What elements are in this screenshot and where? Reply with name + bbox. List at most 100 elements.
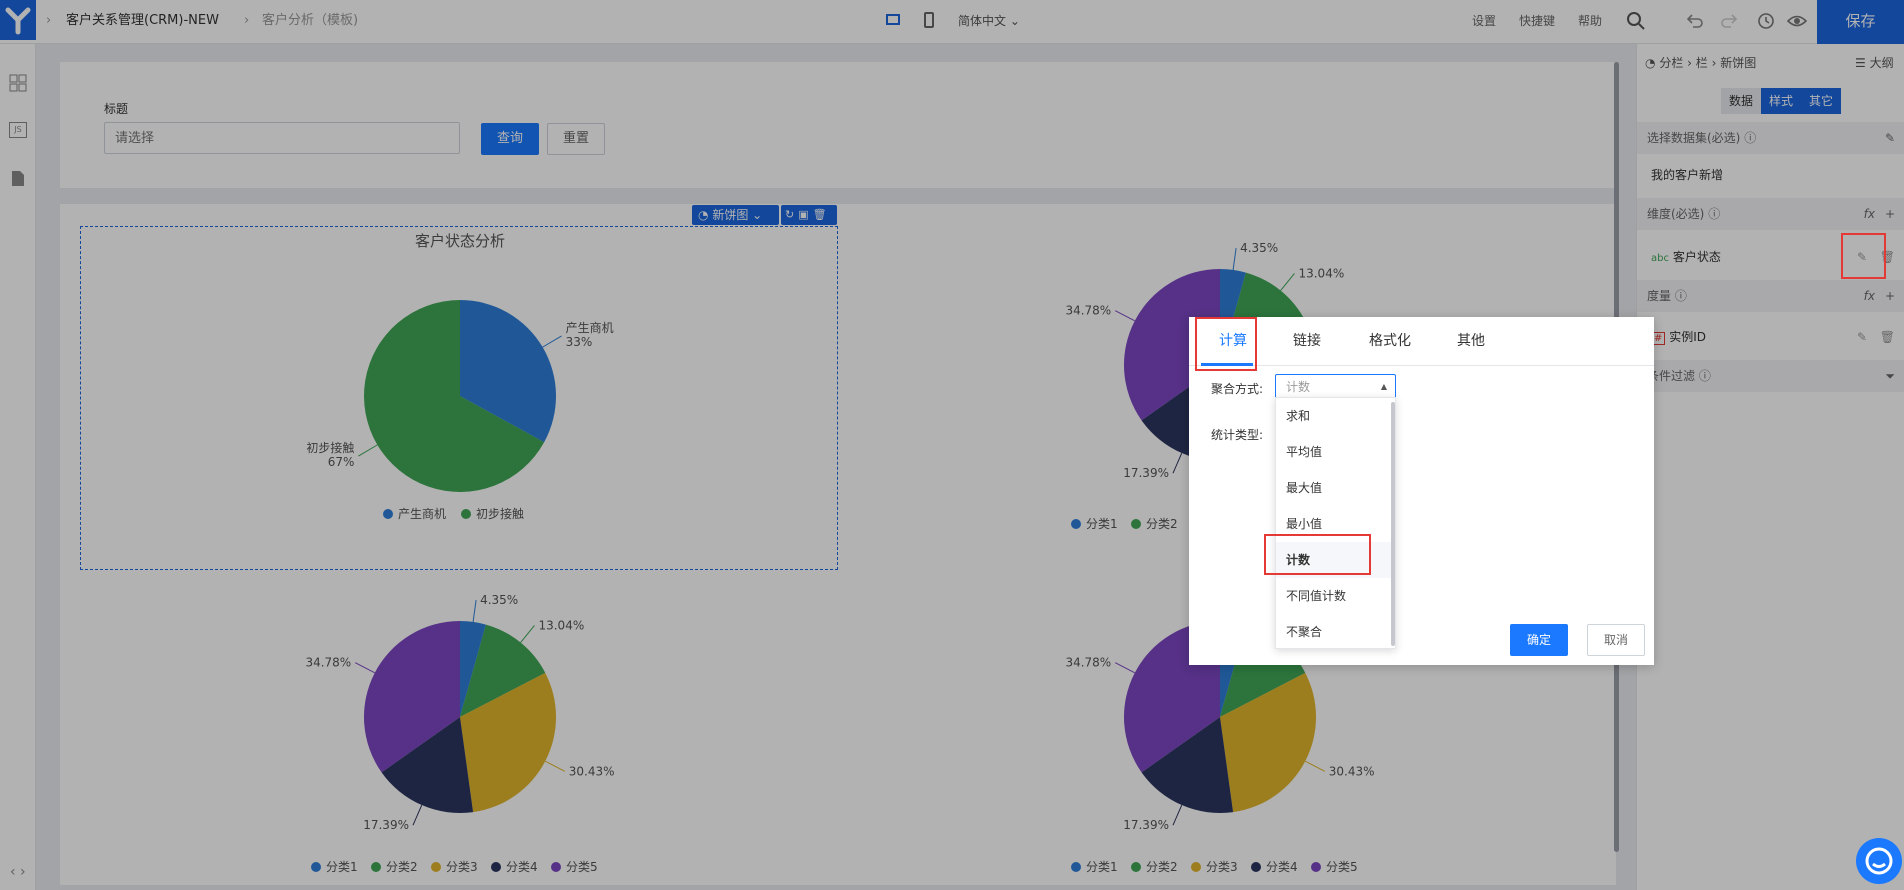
slice-label-leader — [412, 804, 423, 826]
slice-category-label: 产生商机 — [566, 320, 614, 335]
legend-label[interactable]: 产生商机 — [398, 506, 446, 521]
page-file-icon[interactable] — [11, 170, 25, 191]
cancel-button[interactable]: 取消 — [1587, 624, 1645, 656]
legend-label[interactable]: 分类4 — [506, 860, 538, 874]
dataset-value[interactable]: 我的客户新增 — [1651, 168, 1724, 182]
option-average[interactable]: 平均值 — [1286, 445, 1323, 459]
option-distinct-count[interactable]: 不同值计数 — [1286, 589, 1347, 603]
history-icon[interactable] — [1757, 12, 1775, 34]
language-select[interactable]: 简体中文 ⌄ — [958, 14, 1020, 28]
delete-field-icon[interactable]: 🗑 — [1879, 330, 1895, 344]
help-link[interactable]: 帮助 — [1578, 14, 1603, 28]
field-settings-dialog: 计算 链接 格式化 其他 聚合方式: 计数 ▲ 统计类型: 确定 取消 — [1189, 317, 1654, 665]
reset-button[interactable]: 重置 — [547, 123, 605, 155]
add-icon[interactable]: + — [1884, 207, 1895, 221]
tab-calculation[interactable]: 计算 — [1219, 333, 1247, 349]
add-icon[interactable]: + — [1884, 289, 1895, 303]
confirm-button[interactable]: 确定 — [1510, 624, 1568, 656]
edit-field-icon[interactable]: ✎ — [1856, 330, 1867, 344]
legend-label[interactable]: 分类2 — [1146, 517, 1178, 531]
breadcrumb-item[interactable]: 栏 — [1695, 56, 1708, 70]
copy-icon[interactable]: ▣ — [798, 208, 813, 221]
tab-other[interactable]: 其他 — [1457, 333, 1485, 349]
option-max[interactable]: 最大值 — [1286, 481, 1323, 495]
chat-assistant-icon[interactable] — [1856, 838, 1902, 884]
option-sum[interactable]: 求和 — [1286, 409, 1311, 423]
app-logo[interactable] — [0, 0, 36, 40]
breadcrumb-item[interactable]: 分栏 — [1659, 56, 1684, 70]
legend-label[interactable]: 分类1 — [1086, 860, 1118, 874]
option-no-aggregation[interactable]: 不聚合 — [1286, 625, 1323, 639]
dataset-section-header: 选择数据集(必选) ⓘ ✎ — [1637, 122, 1904, 154]
save-button[interactable]: 保存 — [1817, 0, 1904, 44]
legend-label[interactable]: 分类2 — [386, 860, 418, 874]
shortcuts-link[interactable]: 快捷键 — [1519, 14, 1556, 28]
option-count[interactable]: 计数 — [1276, 542, 1391, 578]
fx-icon[interactable]: fx — [1863, 289, 1875, 303]
legend-label[interactable]: 分类5 — [1326, 860, 1358, 874]
legend-label[interactable]: 分类1 — [326, 860, 358, 874]
pie-slice[interactable] — [364, 621, 460, 773]
pie-slice[interactable] — [1124, 269, 1220, 421]
preview-eye-icon[interactable] — [1786, 12, 1808, 34]
collapse-code-icon[interactable]: ‹ › — [10, 864, 26, 880]
tab-style[interactable]: 样式 — [1761, 88, 1801, 114]
chart-title: 客户状态分析 — [415, 232, 505, 250]
tab-link[interactable]: 链接 — [1293, 333, 1321, 349]
dimension-field[interactable]: abc 客户状态 ✎ 🗑 — [1637, 236, 1904, 278]
selected-chart-outline[interactable] — [80, 226, 838, 570]
title-select-input[interactable] — [104, 122, 460, 154]
js-code-icon[interactable]: JS — [9, 122, 27, 138]
legend-label[interactable]: 分类4 — [1266, 860, 1298, 874]
breadcrumb-app[interactable]: 客户关系管理(CRM)-NEW — [66, 13, 219, 28]
mobile-view-icon[interactable] — [924, 12, 934, 28]
pie-slice[interactable] — [460, 672, 556, 813]
legend-marker — [1071, 519, 1081, 529]
pie-slice[interactable] — [460, 300, 556, 443]
legend-label[interactable]: 分类3 — [1206, 860, 1238, 874]
help-icon: ⓘ — [1698, 369, 1711, 383]
tab-other[interactable]: 其它 — [1801, 88, 1841, 114]
filter-label: 标题 — [104, 102, 129, 116]
pie-slice[interactable] — [1141, 717, 1234, 813]
slice-category-label: 初步接触 — [306, 440, 354, 455]
pie-slice[interactable] — [460, 624, 546, 717]
legend-label[interactable]: 分类5 — [566, 860, 598, 874]
tab-format[interactable]: 格式化 — [1369, 333, 1411, 349]
calc-tab-highlight-box — [1195, 317, 1257, 371]
pie-slice[interactable] — [1220, 672, 1316, 813]
dropdown-scrollbar[interactable] — [1391, 402, 1395, 646]
slice-label-leader — [542, 335, 562, 348]
pie-slice[interactable] — [364, 300, 545, 492]
redo-icon[interactable] — [1720, 12, 1738, 34]
query-button[interactable]: 查询 — [481, 123, 539, 155]
edit-field-icon[interactable]: ✎ — [1856, 250, 1867, 264]
legend-label[interactable]: 分类3 — [446, 860, 478, 874]
tab-data[interactable]: 数据 — [1721, 88, 1761, 114]
legend-label[interactable]: 初步接触 — [476, 506, 524, 521]
legend-label[interactable]: 分类2 — [1146, 860, 1178, 874]
filter-funnel-icon[interactable]: ⏷ — [1885, 369, 1895, 383]
breadcrumb-item: 新饼图 — [1720, 56, 1757, 70]
fx-icon[interactable]: fx — [1863, 207, 1875, 221]
option-min[interactable]: 最小值 — [1286, 517, 1323, 531]
legend-label[interactable]: 分类1 — [1086, 517, 1118, 531]
slice-label-leader — [354, 662, 375, 674]
delete-icon[interactable]: 🗑 — [812, 208, 831, 221]
measure-field[interactable]: # 实例ID ✎ 🗑 — [1637, 316, 1904, 358]
aggregation-label: 聚合方式: — [1211, 382, 1264, 396]
chart-type-switcher[interactable]: ◔ 新饼图 ⌄ — [692, 205, 779, 225]
pie-slice[interactable] — [381, 717, 474, 813]
delete-field-icon[interactable]: 🗑 — [1879, 250, 1895, 264]
outline-toggle[interactable]: ☰ 大纲 — [1855, 56, 1894, 70]
undo-icon[interactable] — [1686, 12, 1704, 34]
pie-slice[interactable] — [460, 621, 486, 717]
components-grid-icon[interactable] — [9, 74, 27, 96]
refresh-icon[interactable]: ↻ — [785, 208, 799, 221]
slice-value-label: 34.78% — [1065, 656, 1111, 670]
pie-chart-category-bottom-left: 4.35% 13.04% 30.43% 17.39% 34.78% 分类1 分类2 分类3 分类… — [305, 593, 614, 874]
search-icon[interactable] — [1626, 11, 1646, 35]
desktop-view-icon[interactable] — [886, 14, 900, 25]
settings-link[interactable]: 设置 — [1472, 14, 1497, 28]
edit-pencil-icon[interactable]: ✎ — [1884, 131, 1895, 145]
